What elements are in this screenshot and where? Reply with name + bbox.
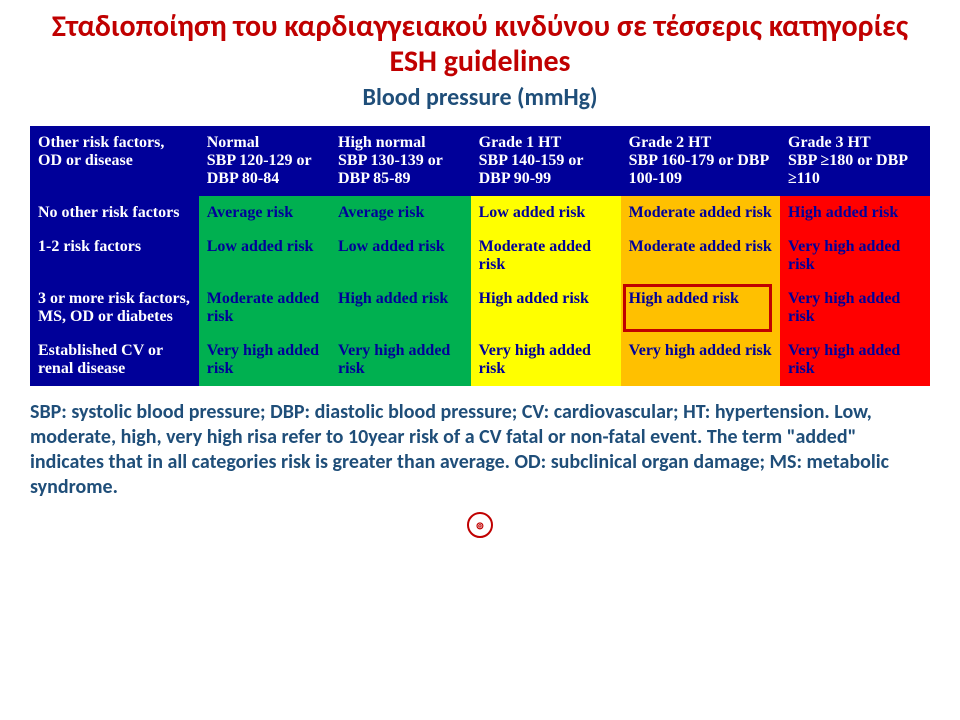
risk-cell: Very high added risk xyxy=(330,334,471,386)
risk-cell: Very high added risk xyxy=(471,334,621,386)
risk-cell: Low added risk xyxy=(471,196,621,230)
risk-cell: High added risk xyxy=(471,282,621,334)
slide-subtitle: Blood pressure (mmHg) xyxy=(30,83,930,112)
column-header: Grade 3 HT SBP ≥180 or DBP ≥110 xyxy=(780,126,930,196)
risk-table: Other risk factors, OD or diseaseNormal … xyxy=(30,126,930,386)
risk-cell: Very high added risk xyxy=(780,230,930,282)
risk-cell: Moderate added risk xyxy=(621,230,780,282)
risk-cell: Very high added risk xyxy=(621,334,780,386)
slide: Σταδιοποίηση του καρδιαγγειακού κινδύνου… xyxy=(0,0,960,720)
risk-cell: Moderate added risk xyxy=(621,196,780,230)
column-header: Other risk factors, OD or disease xyxy=(30,126,199,196)
logo-icon: ⊚ xyxy=(467,512,493,538)
risk-cell: Very high added risk xyxy=(780,334,930,386)
risk-cell: Very high added risk xyxy=(780,282,930,334)
column-header: High normal SBP 130-139 or DBP 85-89 xyxy=(330,126,471,196)
table-row: Established CV or renal diseaseVery high… xyxy=(30,334,930,386)
row-label: 1-2 risk factors xyxy=(30,230,199,282)
risk-cell: Low added risk xyxy=(330,230,471,282)
table-row: 3 or more risk factors, MS, OD or diabet… xyxy=(30,282,930,334)
row-label: 3 or more risk factors, MS, OD or diabet… xyxy=(30,282,199,334)
row-label: No other risk factors xyxy=(30,196,199,230)
column-header: Grade 1 HT SBP 140-159 or DBP 90-99 xyxy=(471,126,621,196)
column-header: Grade 2 HT SBP 160-179 or DBP 100-109 xyxy=(621,126,780,196)
table-body: No other risk factorsAverage riskAverage… xyxy=(30,196,930,386)
column-header: Normal SBP 120-129 or DBP 80-84 xyxy=(199,126,330,196)
caption: SBP: systolic blood pressure; DBP: diast… xyxy=(30,400,930,500)
risk-cell: Moderate added risk xyxy=(471,230,621,282)
table-row: 1-2 risk factorsLow added riskLow added … xyxy=(30,230,930,282)
risk-cell: High added risk xyxy=(330,282,471,334)
row-label: Established CV or renal disease xyxy=(30,334,199,386)
highlight-box xyxy=(623,284,772,332)
risk-cell: Very high added risk xyxy=(199,334,330,386)
risk-cell: Average risk xyxy=(330,196,471,230)
risk-cell: Moderate added risk xyxy=(199,282,330,334)
risk-cell: Average risk xyxy=(199,196,330,230)
risk-cell: High added risk xyxy=(780,196,930,230)
risk-cell: High added risk xyxy=(621,282,780,334)
risk-cell: Low added risk xyxy=(199,230,330,282)
slide-title: Σταδιοποίηση του καρδιαγγειακού κινδύνου… xyxy=(30,10,930,79)
table-row: No other risk factorsAverage riskAverage… xyxy=(30,196,930,230)
table-head: Other risk factors, OD or diseaseNormal … xyxy=(30,126,930,196)
